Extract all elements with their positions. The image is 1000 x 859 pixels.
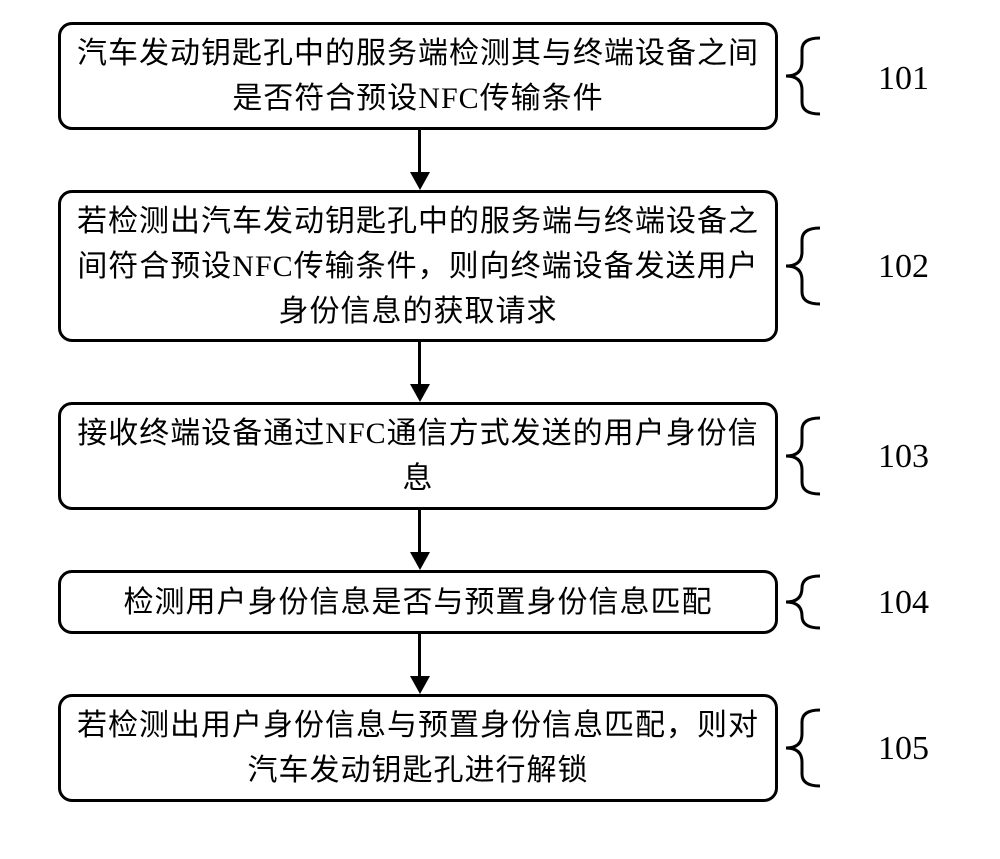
flowchart-step-4: 检测用户身份信息是否与预置身份信息匹配 bbox=[58, 570, 778, 634]
arrow-head-2 bbox=[410, 384, 430, 402]
step-label-105: 105 bbox=[878, 730, 929, 768]
step-label-101: 101 bbox=[878, 60, 929, 98]
arrow-head-3 bbox=[410, 552, 430, 570]
flowchart-step-text: 检测用户身份信息是否与预置身份信息匹配 bbox=[124, 580, 713, 625]
flowchart-step-1: 汽车发动钥匙孔中的服务端检测其与终端设备之间是否符合预设NFC传输条件 bbox=[58, 22, 778, 130]
flowchart-step-text: 汽车发动钥匙孔中的服务端检测其与终端设备之间是否符合预设NFC传输条件 bbox=[77, 31, 759, 121]
arrow-head-1 bbox=[410, 172, 430, 190]
flowchart-canvas: 汽车发动钥匙孔中的服务端检测其与终端设备之间是否符合预设NFC传输条件 101 若检… bbox=[0, 0, 1000, 859]
arrow-4 bbox=[418, 634, 421, 678]
step-label-103: 103 bbox=[878, 438, 929, 476]
arrow-head-4 bbox=[410, 676, 430, 694]
flowchart-step-3: 接收终端设备通过NFC通信方式发送的用户身份信息 bbox=[58, 402, 778, 510]
arrow-2 bbox=[418, 342, 421, 386]
step-label-104: 104 bbox=[878, 584, 929, 622]
flowchart-step-2: 若检测出汽车发动钥匙孔中的服务端与终端设备之间符合预设NFC传输条件，则向终端设… bbox=[58, 190, 778, 342]
flowchart-step-text: 若检测出汽车发动钥匙孔中的服务端与终端设备之间符合预设NFC传输条件，则向终端设… bbox=[77, 199, 759, 334]
flowchart-step-5: 若检测出用户身份信息与预置身份信息匹配，则对汽车发动钥匙孔进行解锁 bbox=[58, 694, 778, 802]
flowchart-step-text: 若检测出用户身份信息与预置身份信息匹配，则对汽车发动钥匙孔进行解锁 bbox=[77, 703, 759, 793]
flowchart-step-text: 接收终端设备通过NFC通信方式发送的用户身份信息 bbox=[77, 411, 759, 501]
arrow-3 bbox=[418, 510, 421, 554]
arrow-1 bbox=[418, 130, 421, 174]
step-label-102: 102 bbox=[878, 248, 929, 286]
